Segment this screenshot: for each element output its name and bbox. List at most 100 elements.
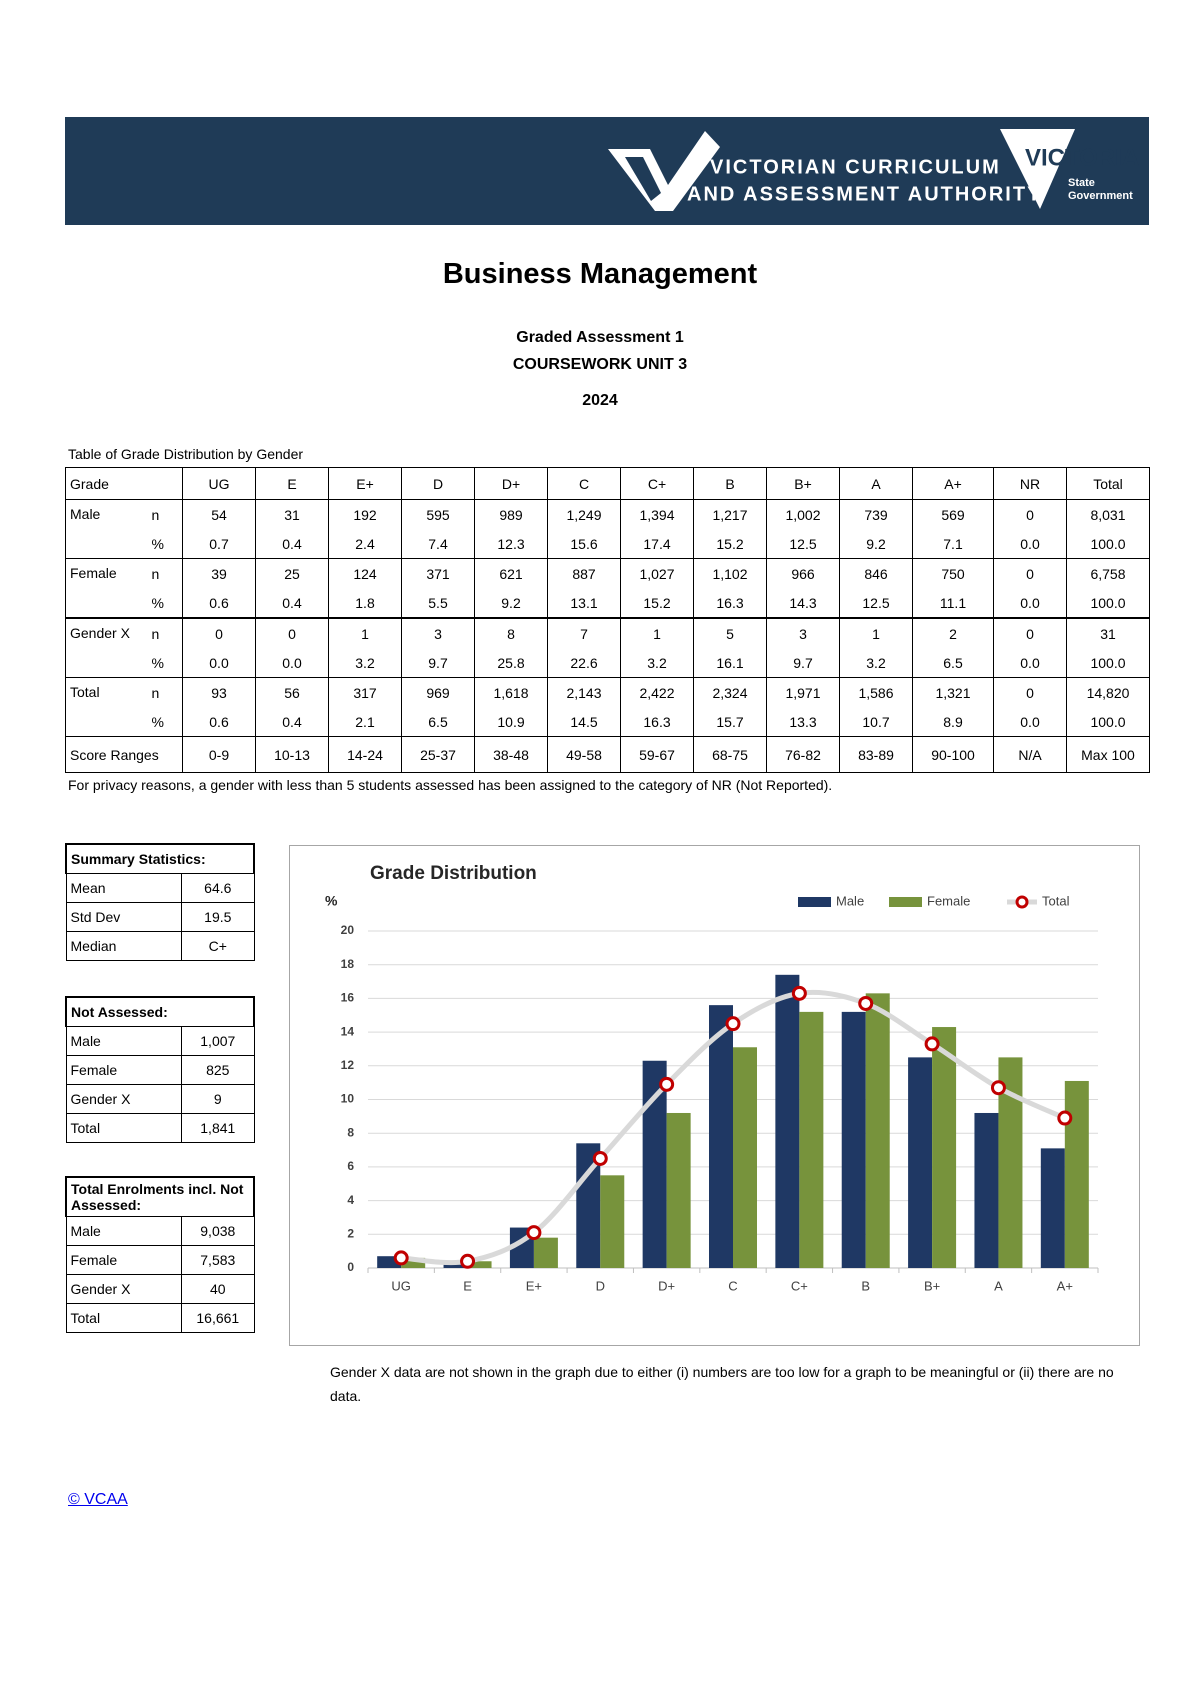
stat-label: %: [145, 707, 183, 737]
value-cell: 317: [328, 677, 402, 707]
value-cell: 124: [328, 558, 402, 588]
y-tick-label: 8: [347, 1125, 354, 1139]
value-cell: 9.2: [839, 529, 913, 559]
value-cell: 0: [993, 617, 1067, 648]
value-cell: 371: [401, 558, 475, 588]
side-value: 16,661: [181, 1303, 255, 1333]
y-tick-label: 18: [341, 957, 355, 971]
value-cell: 3.2: [328, 648, 402, 678]
side-value: 9,038: [181, 1216, 255, 1246]
x-tick-label: D+: [658, 1278, 675, 1293]
data-row: Total n 93 56 317 969 1,618 2,143 2,422 2,324 1,97…: [65, 677, 1150, 737]
data-row: Male n 54 31 192 595 989 1,249 1,394 1,217 1,002 73…: [65, 499, 1150, 559]
side-title: Total Enrolments incl. Not Assessed:: [65, 1176, 255, 1217]
header-cell: UG: [182, 467, 256, 500]
header-cell: Grade: [65, 467, 183, 500]
value-cell: 1,394: [620, 499, 694, 529]
header-band: VICTORIAN CURRICULUM AND ASSESSMENT AUTH…: [65, 117, 1149, 225]
marker: [592, 1150, 608, 1166]
value-cell: 887: [547, 558, 621, 588]
side-title-row: Total Enrolments incl. Not Assessed:: [65, 1176, 255, 1217]
value-cell: 989: [474, 499, 548, 529]
value-cell: 12.5: [766, 529, 840, 559]
side-label: Total: [65, 1303, 183, 1333]
value-cell: 93: [182, 677, 256, 707]
value-cell: 8.9: [912, 707, 994, 737]
score-cell: 83-89: [839, 736, 913, 773]
bar: [709, 1005, 733, 1268]
value-cell: 0.4: [255, 707, 329, 737]
side-value: 9: [181, 1084, 255, 1114]
marker: [990, 1080, 1006, 1096]
value-cell: 2,422: [620, 677, 694, 707]
header-cell: D+: [474, 467, 548, 500]
bar: [600, 1175, 625, 1268]
marker: [924, 1036, 940, 1052]
bar: [377, 1256, 402, 1268]
header-cell: B+: [766, 467, 840, 500]
value-cell: 621: [474, 558, 548, 588]
bar: [467, 1261, 492, 1268]
bar: [401, 1257, 426, 1268]
y-tick-label: 6: [347, 1159, 354, 1173]
value-cell: 11.1: [912, 588, 994, 619]
side-title-row: Not Assessed:: [65, 996, 255, 1027]
value-cell: 1: [328, 617, 402, 648]
score-cell: 14-24: [328, 736, 402, 773]
side-label: Female: [65, 1055, 183, 1085]
stat-label: n: [145, 677, 183, 707]
footer-link[interactable]: © VCAA: [68, 1491, 128, 1508]
value-cell: 13.1: [547, 588, 621, 619]
bar: [1064, 1080, 1089, 1268]
value-cell: 192: [328, 499, 402, 529]
value-cell: 0.0: [993, 588, 1067, 619]
data-row: % 0.6 0.4 2.1 6.5 10.9 14.5 16.3 15.7 13.3 10.7 8.9…: [66, 707, 1150, 737]
header-cell: A: [839, 467, 913, 500]
value-cell: 14,820: [1066, 677, 1150, 707]
value-cell: 10.9: [474, 707, 548, 737]
subtitle: Graded Assessment 1: [516, 329, 684, 346]
legend-marker: [1015, 895, 1029, 909]
value-cell: 56: [255, 677, 329, 707]
value-cell: 569: [912, 499, 994, 529]
header-logos: VICTORIAN CURRICULUM AND ASSESSMENT AUTH…: [608, 129, 1139, 211]
vcaa-logo-cut: [625, 157, 661, 201]
value-cell: 966: [766, 558, 840, 588]
stat-label: %: [145, 588, 183, 619]
value-cell: 1,618: [474, 677, 548, 707]
value-cell: 9.7: [401, 648, 475, 678]
side-label: Std Dev: [65, 902, 183, 932]
x-tick-label: E: [463, 1278, 472, 1293]
value-cell: 0.6: [182, 588, 256, 619]
value-cell: 100.0: [1066, 648, 1150, 678]
side-label: Female: [65, 1245, 183, 1275]
score-cell: 76-82: [766, 736, 840, 773]
data-row: % 0.6 0.4 1.8 5.5 9.2 13.1 15.2 16.3 14.3 12.5 11.1…: [66, 588, 1150, 619]
value-cell: 0.0: [255, 648, 329, 678]
value-cell: 22.6: [547, 648, 621, 678]
value-cell: 969: [401, 677, 475, 707]
value-cell: 8: [474, 617, 548, 648]
value-cell: 16.1: [693, 648, 767, 678]
value-cell: 16.3: [620, 707, 694, 737]
y-tick-label: 12: [341, 1058, 355, 1072]
header-cell: E: [255, 467, 329, 500]
side-title-row: Summary Statistics:: [65, 843, 255, 874]
org-line: VICTORIAN CURRICULUM: [710, 156, 1001, 178]
value-cell: 12.5: [839, 588, 913, 619]
value-cell: 750: [912, 558, 994, 588]
side-value: C+: [181, 931, 255, 961]
header-cell: A+: [912, 467, 994, 500]
value-cell: 3: [766, 617, 840, 648]
chart: Grade Distribution % 0 2 4 6 8 10 12 14 16 18 20 UG…: [289, 845, 1140, 1346]
score-cell: N/A: [993, 736, 1067, 773]
value-cell: 0: [993, 499, 1067, 529]
value-cell: 2: [912, 617, 994, 648]
value-cell: 14.5: [547, 707, 621, 737]
value-cell: 1,586: [839, 677, 913, 707]
value-cell: 6.5: [401, 707, 475, 737]
bar: [932, 1027, 957, 1268]
bar: [666, 1112, 691, 1268]
